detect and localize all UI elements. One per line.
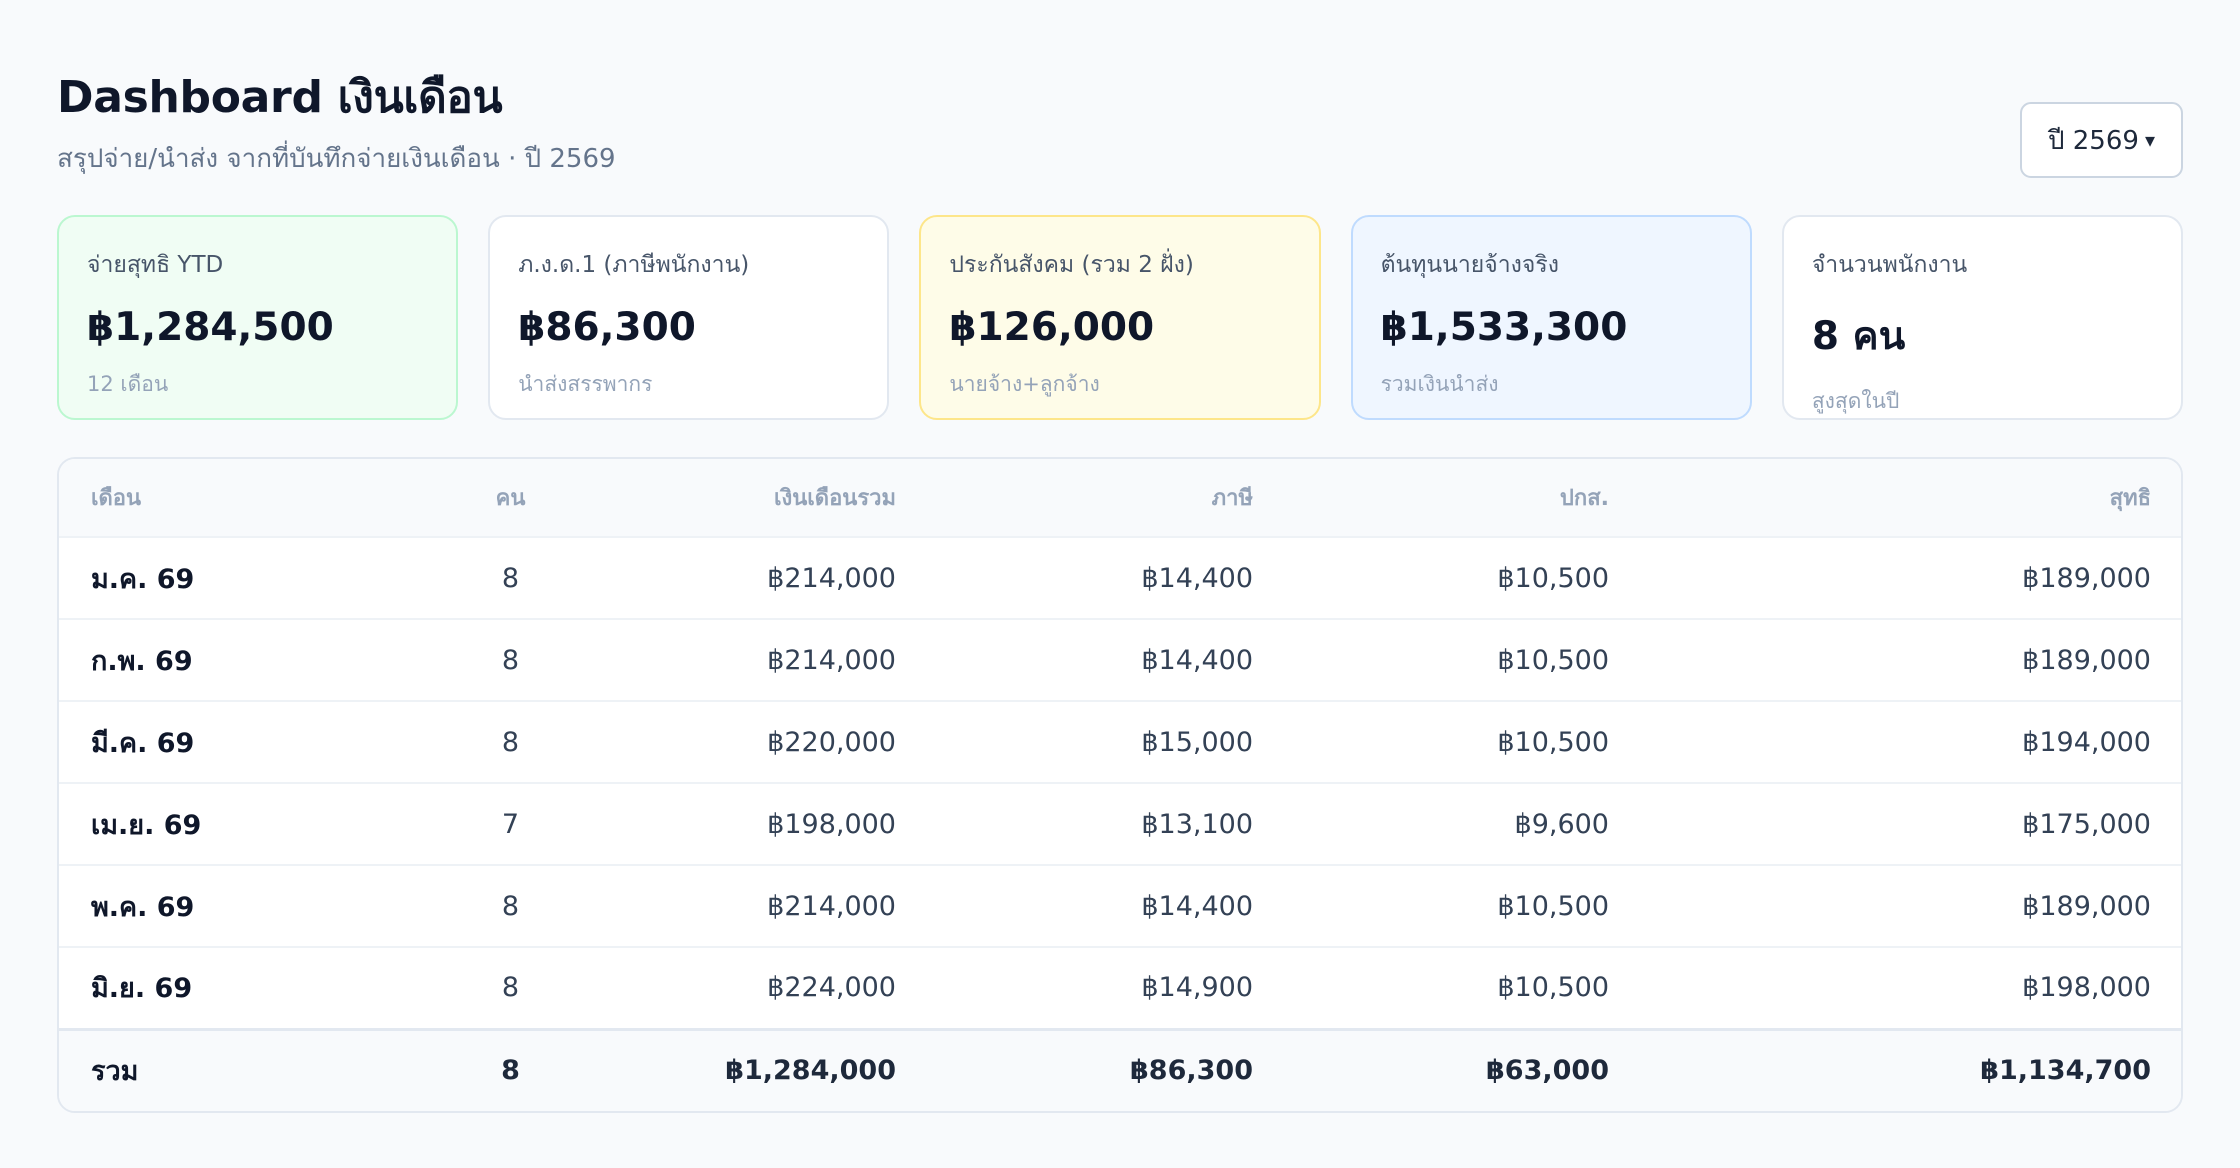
table-row[interactable]: ก.พ. 69 8 ฿214,000 ฿14,400 ฿10,500 ฿189,… (59, 619, 2181, 701)
table-row[interactable]: พ.ค. 69 8 ฿214,000 ฿14,400 ฿10,500 ฿189,… (59, 865, 2181, 947)
card-sub: 12 เดือน (87, 372, 169, 396)
card-value: ฿1,284,500 (87, 305, 334, 350)
cell-month: พ.ค. 69 (91, 891, 195, 923)
payroll-table-container: เดือน คน เงินเดือนรวม ภาษี ปกส. สุทธิ ม.… (57, 457, 2183, 1113)
year-select-label: ปี 2569 (2048, 125, 2139, 156)
column-header-tax: ภาษี (1211, 486, 1253, 511)
cell-gross: ฿224,000 (767, 972, 896, 1004)
payroll-table: เดือน คน เงินเดือนรวม ภาษี ปกส. สุทธิ ม.… (59, 459, 2181, 1111)
cell-tax: ฿14,900 (1141, 972, 1253, 1004)
cell-net: ฿198,000 (2022, 972, 2151, 1004)
table-row[interactable]: มี.ค. 69 8 ฿220,000 ฿15,000 ฿10,500 ฿194… (59, 701, 2181, 783)
total-tax: ฿86,300 (1130, 1055, 1253, 1087)
table-row[interactable]: เม.ย. 69 7 ฿198,000 ฿13,100 ฿9,600 ฿175,… (59, 783, 2181, 865)
cell-count: 8 (501, 726, 520, 758)
page-subtitle: สรุปจ่าย/นำส่ง จากที่บันทึกจ่ายเงินเดือน… (57, 144, 616, 174)
card-label: ประกันสังคม (รวม 2 ฝั่ง) (949, 252, 1194, 278)
cell-gross: ฿198,000 (767, 808, 896, 840)
cell-net: ฿189,000 (2022, 644, 2151, 676)
card-net-pay-ytd: จ่ายสุทธิ YTD ฿1,284,500 12 เดือน (57, 215, 459, 420)
cell-gross: ฿214,000 (767, 644, 896, 676)
total-sso: ฿63,000 (1486, 1055, 1609, 1087)
card-employee-count: จำนวนพนักงาน 8 คน สูงสุดในปี (1781, 215, 2184, 420)
cell-month: ม.ค. 69 (91, 563, 195, 595)
total-label: รวม (91, 1056, 139, 1088)
table-header-row: เดือน คน เงินเดือนรวม ภาษี ปกส. สุทธิ (59, 459, 2181, 537)
cell-gross: ฿220,000 (767, 726, 896, 758)
card-sub: นำส่งสรรพากร (518, 372, 653, 396)
card-sub: นายจ้าง+ลูกจ้าง (949, 372, 1100, 396)
total-count: 8 (501, 1055, 520, 1087)
cell-gross: ฿214,000 (767, 890, 896, 922)
cell-tax: ฿15,000 (1141, 726, 1253, 758)
cell-sso: ฿10,500 (1497, 972, 1609, 1004)
cell-month: เม.ย. 69 (91, 809, 202, 841)
cell-sso: ฿9,600 (1514, 808, 1609, 840)
cell-tax: ฿14,400 (1141, 562, 1253, 594)
cell-tax: ฿14,400 (1141, 890, 1253, 922)
cell-count: 8 (501, 562, 520, 594)
cell-gross: ฿214,000 (767, 562, 896, 594)
year-select-button[interactable]: ปี 2569 ▾ (2020, 102, 2183, 178)
card-label: จำนวนพนักงาน (1811, 252, 1968, 278)
chevron-down-icon: ▾ (2144, 128, 2155, 152)
cell-net: ฿189,000 (2022, 890, 2151, 922)
cell-sso: ฿10,500 (1497, 644, 1609, 676)
cell-sso: ฿10,500 (1497, 562, 1609, 594)
cell-tax: ฿13,100 (1141, 808, 1253, 840)
cell-count: 8 (501, 644, 520, 676)
card-label: ภ.ง.ด.1 (ภาษีพนักงาน) (518, 252, 750, 278)
card-employer-cost: ต้นทุนนายจ้างจริง ฿1,533,300 รวมเงินนำส่… (1350, 215, 1752, 420)
cell-net: ฿189,000 (2022, 562, 2151, 594)
card-value: ฿86,300 (518, 305, 696, 350)
cell-month: มี.ค. 69 (91, 727, 195, 759)
column-header-count: คน (495, 486, 526, 511)
card-value: ฿1,533,300 (1380, 305, 1628, 350)
table-total-row: รวม 8 ฿1,284,000 ฿86,300 ฿63,000 ฿1,134,… (59, 1029, 2181, 1111)
column-header-gross: เงินเดือนรวม (773, 486, 896, 511)
card-label: จ่ายสุทธิ YTD (87, 252, 224, 278)
card-label: ต้นทุนนายจ้างจริง (1380, 252, 1559, 278)
total-gross: ฿1,284,000 (725, 1055, 896, 1087)
cell-count: 8 (501, 972, 520, 1004)
cell-count: 7 (501, 808, 520, 840)
table-row[interactable]: ม.ค. 69 8 ฿214,000 ฿14,400 ฿10,500 ฿189,… (59, 537, 2181, 619)
card-value: 8 คน (1811, 314, 1906, 359)
cell-net: ฿194,000 (2022, 726, 2151, 758)
card-social-security: ประกันสังคม (รวม 2 ฝั่ง) ฿126,000 นายจ้า… (919, 215, 1321, 420)
cell-month: ก.พ. 69 (91, 645, 193, 677)
card-sub: สูงสุดในปี (1811, 389, 1900, 413)
card-withholding-tax: ภ.ง.ด.1 (ภาษีพนักงาน) ฿86,300 นำส่งสรรพา… (488, 215, 890, 420)
page-title: Dashboard เงินเดือน (57, 72, 503, 123)
total-net: ฿1,134,700 (1980, 1055, 2151, 1087)
column-header-net: สุทธิ (2109, 486, 2151, 511)
table-row[interactable]: มิ.ย. 69 8 ฿224,000 ฿14,900 ฿10,500 ฿198… (59, 947, 2181, 1029)
card-sub: รวมเงินนำส่ง (1380, 372, 1499, 396)
summary-cards: จ่ายสุทธิ YTD ฿1,284,500 12 เดือน ภ.ง.ด.… (57, 215, 2184, 420)
cell-sso: ฿10,500 (1497, 890, 1609, 922)
column-header-month: เดือน (91, 486, 142, 511)
cell-tax: ฿14,400 (1141, 644, 1253, 676)
card-value: ฿126,000 (949, 305, 1155, 350)
column-header-sso: ปกส. (1559, 486, 1609, 511)
cell-net: ฿175,000 (2022, 808, 2151, 840)
cell-count: 8 (501, 890, 520, 922)
cell-month: มิ.ย. 69 (91, 973, 193, 1005)
cell-sso: ฿10,500 (1497, 726, 1609, 758)
page-header: Dashboard เงินเดือน สรุปจ่าย/นำส่ง จากที… (57, 0, 2183, 215)
